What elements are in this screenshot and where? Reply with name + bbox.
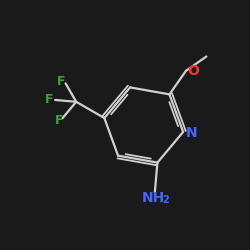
Text: 2: 2 <box>162 195 169 205</box>
Text: N: N <box>186 126 197 140</box>
Text: O: O <box>187 64 199 78</box>
Text: F: F <box>54 114 63 127</box>
Text: F: F <box>45 94 54 106</box>
Text: NH: NH <box>142 191 165 205</box>
Text: F: F <box>57 75 65 88</box>
